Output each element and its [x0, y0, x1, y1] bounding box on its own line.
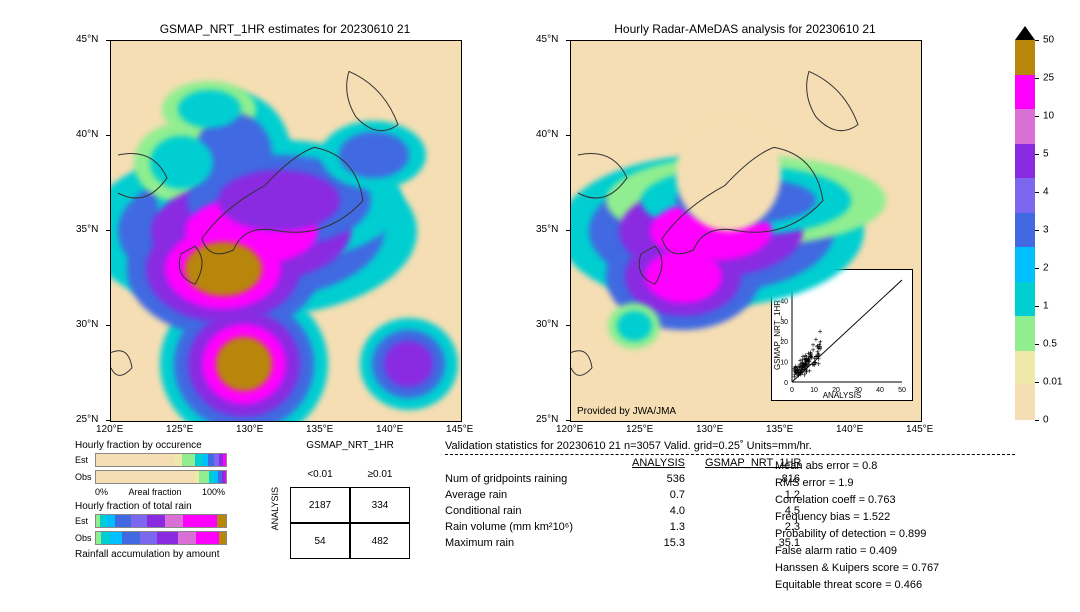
stats-header-analysis: ANALYSIS [615, 457, 705, 469]
contingency-table: GSMAP_NRT_1HR ANALYSIS<0.01≥0.0121873345… [270, 440, 410, 559]
stats-metrics: Mean abs error = 0.8RMS error = 1.9Corre… [775, 458, 939, 594]
stats-header-blank [445, 457, 615, 469]
right-map: ++++++++++++++++++++++++++++++++++++++++… [570, 40, 922, 422]
totalrain-title: Hourly fraction of total rain [75, 501, 235, 512]
colorbar: 502510543210.50.010 [1015, 40, 1035, 420]
axis-areal: Areal fraction [128, 487, 181, 497]
axis-100pct: 100% [202, 487, 225, 497]
left-map [110, 40, 462, 422]
ct-col-title: GSMAP_NRT_1HR [290, 440, 410, 451]
axis-0pct: 0% [95, 487, 108, 497]
occurrence-title: Hourly fraction by occurence [75, 440, 235, 451]
accum-title: Rainfall accumulation by amount [75, 549, 235, 560]
fraction-bars: Hourly fraction by occurence EstObs 0% A… [75, 440, 235, 562]
colorbar-overflow-arrow [1015, 26, 1035, 40]
right-map-title: Hourly Radar-AMeDAS analysis for 2023061… [570, 22, 920, 36]
left-map-title: GSMAP_NRT_1HR estimates for 20230610 21 [110, 22, 460, 36]
stats-title: Validation statistics for 20230610 21 n=… [445, 440, 1015, 455]
